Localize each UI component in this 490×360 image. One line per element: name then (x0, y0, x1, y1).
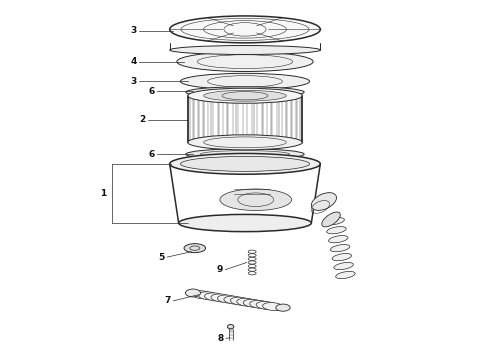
Ellipse shape (188, 135, 302, 150)
Text: 6: 6 (148, 150, 155, 159)
Ellipse shape (237, 298, 258, 306)
Ellipse shape (325, 218, 344, 225)
Ellipse shape (322, 212, 341, 227)
Ellipse shape (186, 149, 304, 159)
Ellipse shape (186, 87, 304, 98)
Ellipse shape (188, 88, 302, 103)
Ellipse shape (334, 262, 353, 270)
Ellipse shape (180, 73, 310, 89)
Ellipse shape (180, 156, 310, 171)
Text: 4: 4 (131, 57, 137, 66)
Ellipse shape (311, 193, 337, 210)
Text: 6: 6 (148, 86, 155, 95)
Text: 9: 9 (217, 265, 223, 274)
Ellipse shape (179, 215, 311, 231)
Ellipse shape (230, 297, 251, 305)
Text: 3: 3 (131, 26, 137, 35)
Ellipse shape (204, 90, 286, 101)
Ellipse shape (170, 153, 320, 174)
Ellipse shape (263, 302, 283, 311)
Ellipse shape (177, 52, 313, 72)
Ellipse shape (204, 293, 225, 301)
Text: 2: 2 (140, 115, 146, 124)
Ellipse shape (330, 244, 350, 252)
Ellipse shape (186, 289, 200, 297)
Ellipse shape (218, 295, 238, 303)
Ellipse shape (198, 292, 219, 300)
Ellipse shape (336, 271, 355, 279)
Ellipse shape (227, 324, 234, 329)
Ellipse shape (224, 296, 245, 304)
Text: 7: 7 (165, 296, 171, 305)
Text: 8: 8 (218, 334, 224, 343)
Text: 5: 5 (159, 253, 165, 262)
Ellipse shape (328, 235, 348, 243)
Ellipse shape (192, 291, 212, 299)
Ellipse shape (211, 294, 232, 302)
Ellipse shape (184, 244, 205, 253)
Ellipse shape (250, 300, 270, 309)
Ellipse shape (332, 253, 351, 261)
Text: 1: 1 (100, 189, 106, 198)
Text: 3: 3 (131, 77, 137, 86)
Ellipse shape (256, 301, 277, 310)
Ellipse shape (243, 299, 264, 307)
Ellipse shape (170, 45, 320, 54)
Ellipse shape (170, 16, 320, 43)
Ellipse shape (327, 226, 346, 234)
Ellipse shape (276, 304, 290, 311)
Ellipse shape (220, 189, 292, 211)
